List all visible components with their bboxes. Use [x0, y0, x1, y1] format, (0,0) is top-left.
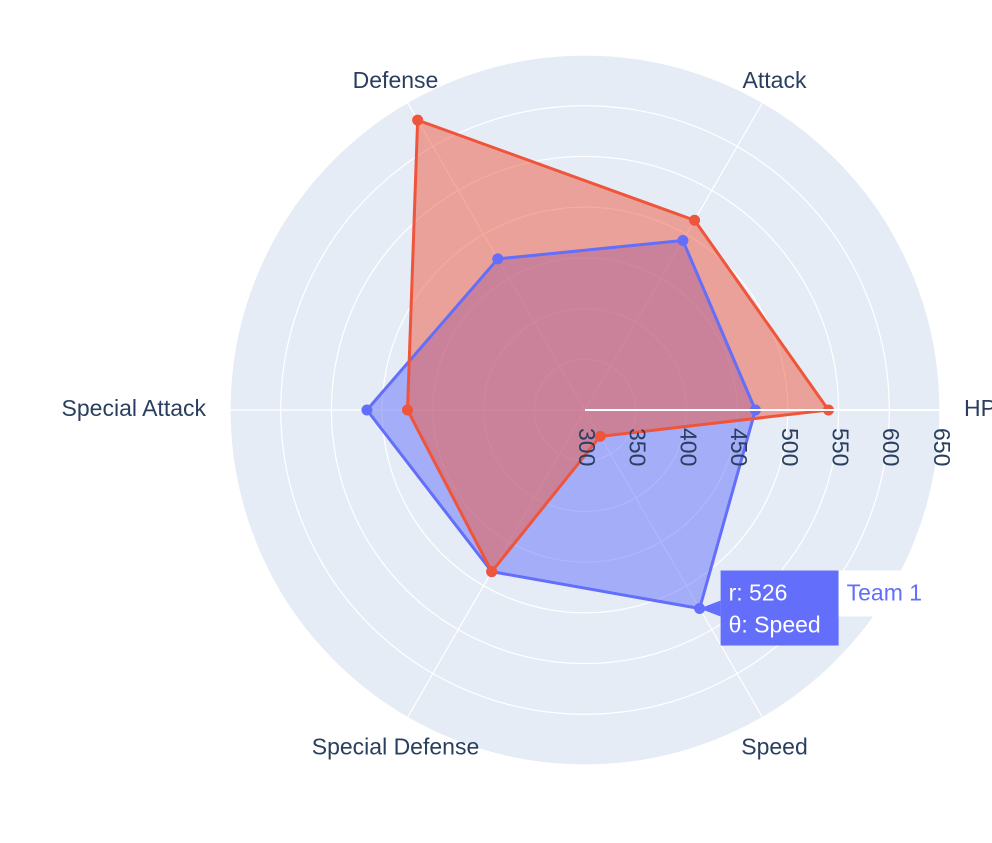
radial-tick-label: 650	[929, 428, 955, 466]
radial-tick-label: 350	[625, 428, 651, 466]
category-label: Special Defense	[312, 733, 480, 759]
radial-tick-label: 550	[827, 428, 853, 466]
series-fill	[407, 120, 829, 572]
radial-tick-label: 400	[675, 428, 701, 466]
tooltip-r-line: r: 526	[729, 580, 788, 606]
angular-axis-labels: HP Attack Defense Special Attack Special Def…	[62, 67, 992, 759]
tooltip-box	[720, 570, 839, 646]
data-point	[361, 404, 373, 416]
data-point	[677, 234, 689, 246]
radial-tick-label: 600	[878, 428, 904, 466]
radial-tick-label: 300	[574, 428, 600, 466]
data-point	[492, 253, 504, 265]
radial-axis: 300 350 400 450 500 550 600 650	[574, 409, 955, 466]
data-point	[486, 566, 498, 578]
category-label: Special Attack	[62, 395, 207, 421]
data-point	[412, 114, 424, 126]
category-label: HP	[964, 395, 992, 421]
radial-tick-label: 500	[777, 428, 803, 466]
category-label: Defense	[353, 67, 439, 93]
category-label: Speed	[741, 733, 808, 759]
tooltip-pointer	[699, 600, 721, 617]
tooltip-series-name: Team 1	[847, 580, 922, 606]
tooltip-name-bg	[838, 570, 949, 617]
data-point	[689, 214, 701, 226]
hover-tooltip: r: 526 θ: Speed Team 1	[699, 570, 949, 646]
series-layer	[361, 114, 834, 615]
category-label: Attack	[743, 67, 807, 93]
data-point	[594, 430, 606, 442]
tooltip-theta-line: θ: Speed	[729, 612, 821, 638]
radial-tick-label: 450	[726, 428, 752, 466]
data-point	[402, 404, 413, 416]
